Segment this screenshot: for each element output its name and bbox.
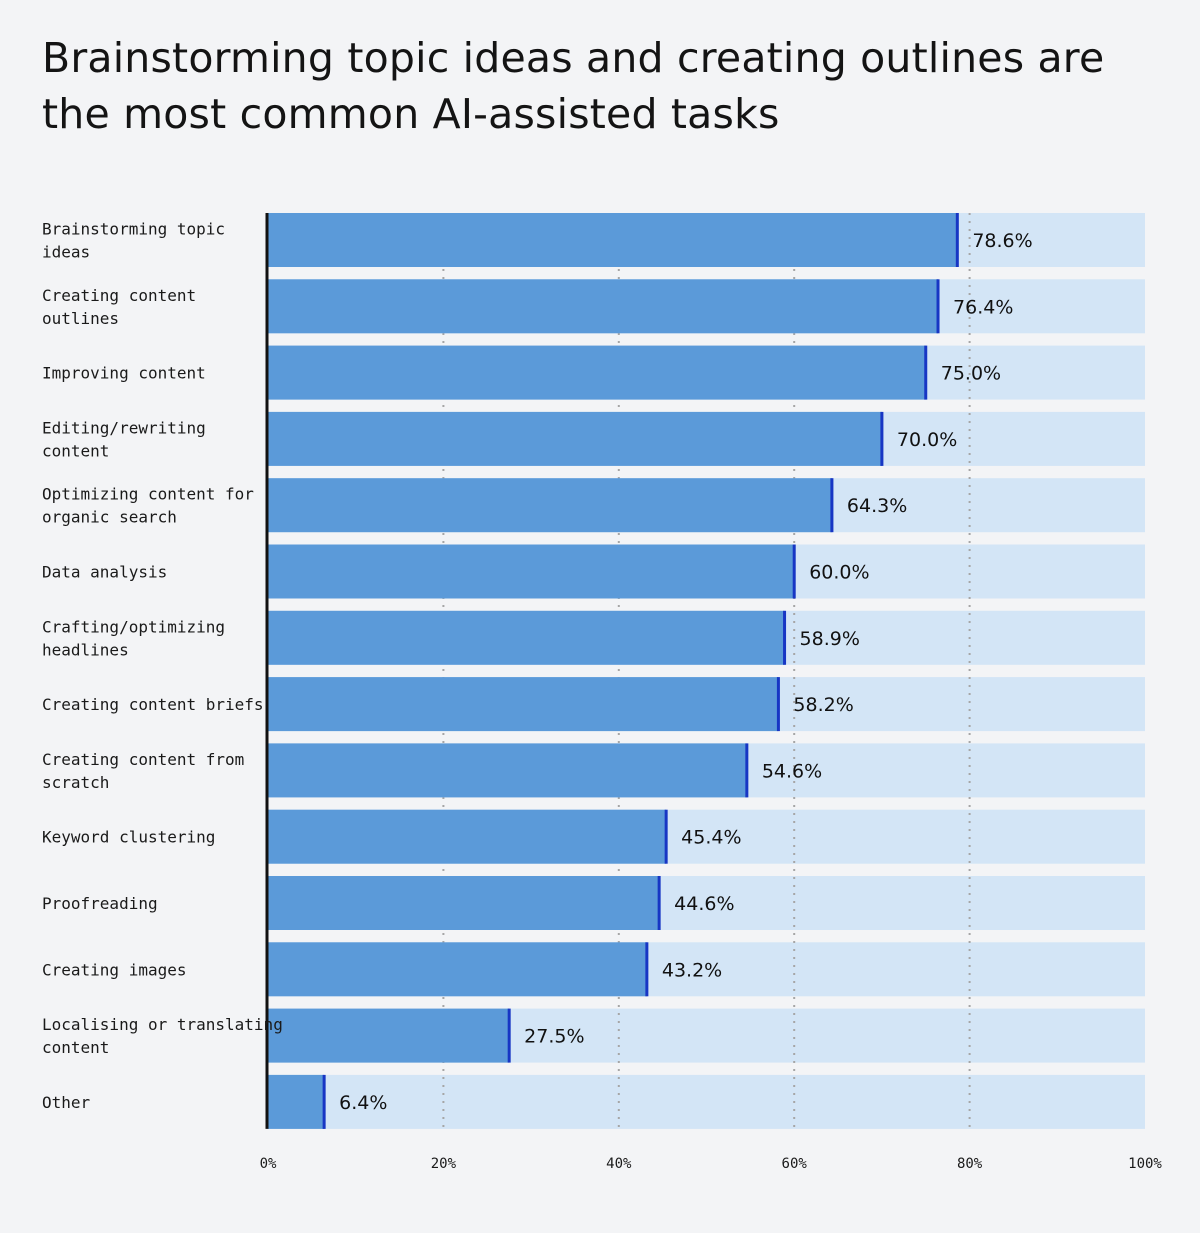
value-labels: 78.6% 76.4% 75.0% 70.0% 64.3% 60.0% 58.9% 58.2%… <box>339 230 1033 1114</box>
category-label: Brainstorming topic ideas <box>42 220 225 262</box>
bar <box>268 809 667 864</box>
bar-end-marker <box>830 478 834 533</box>
value-label: 6.4% <box>339 1092 387 1114</box>
x-tick-label: 20% <box>431 1156 457 1172</box>
bar-end-marker <box>924 345 928 400</box>
bar <box>268 610 785 665</box>
category-label: Creating content outlines <box>42 286 196 328</box>
x-axis-ticks: 0% 20% 40% 60% 80% 100% <box>260 1156 1163 1172</box>
category-label: Creating content briefs <box>42 695 264 714</box>
value-label: 60.0% <box>809 562 869 584</box>
category-label: Other <box>42 1093 91 1112</box>
x-tick-label: 60% <box>782 1156 808 1172</box>
value-label: 70.0% <box>897 429 957 451</box>
x-tick-label: 40% <box>606 1156 632 1172</box>
category-labels: Brainstorming topic ideas Creating content… <box>42 220 283 1112</box>
bar <box>268 743 747 798</box>
bar-end-marker <box>507 1008 511 1063</box>
category-label: Keyword clustering <box>42 828 215 847</box>
value-label: 58.9% <box>800 628 860 650</box>
category-label: Optimizing content for organic search <box>42 485 254 527</box>
bar <box>268 279 939 334</box>
bar-end-marker <box>792 544 796 599</box>
category-label: Creating content from scratch <box>42 750 244 792</box>
value-label: 76.4% <box>953 296 1013 318</box>
bar <box>268 345 926 400</box>
bar-end-marker <box>322 1074 326 1129</box>
chart-title: Brainstorming topic ideas and creating o… <box>42 34 1105 138</box>
bar-end-marker <box>645 942 649 997</box>
x-tick-label: 0% <box>260 1156 277 1172</box>
bar <box>268 942 647 997</box>
value-label: 43.2% <box>662 959 722 981</box>
x-tick-label: 100% <box>1128 1156 1162 1172</box>
bar-end-marker <box>955 213 959 267</box>
x-tick-label: 80% <box>957 1156 983 1172</box>
bar-end-marker <box>745 743 749 798</box>
bar-end-marker <box>664 809 668 864</box>
bar <box>268 544 795 599</box>
bar <box>268 1008 510 1063</box>
value-label: 27.5% <box>524 1026 584 1048</box>
value-label: 75.0% <box>941 363 1001 385</box>
bar-end-marker <box>783 610 787 665</box>
value-label: 78.6% <box>972 230 1032 252</box>
value-label: 54.6% <box>762 760 822 782</box>
bar <box>268 411 882 466</box>
value-label: 45.4% <box>681 827 741 849</box>
bar <box>268 876 660 930</box>
category-label: Proofreading <box>42 894 158 913</box>
value-label: 58.2% <box>793 694 853 716</box>
bar <box>268 677 779 732</box>
bar-end-marker <box>776 677 780 732</box>
bar-end-marker <box>657 876 661 930</box>
category-label: Creating images <box>42 960 187 979</box>
bar-end-marker <box>936 279 940 334</box>
bar <box>268 213 958 267</box>
category-label: Editing/rewriting content <box>42 418 206 460</box>
category-label: Improving content <box>42 364 206 383</box>
bar-track <box>268 1074 1145 1129</box>
category-label: Crafting/optimizing headlines <box>42 617 225 659</box>
bar-end-marker <box>880 411 884 466</box>
value-label: 64.3% <box>847 495 907 517</box>
category-label: Localising or translating content <box>42 1015 283 1057</box>
bar <box>268 1074 325 1129</box>
value-label: 44.6% <box>674 893 734 915</box>
category-label: Data analysis <box>42 563 167 582</box>
bar <box>268 478 832 533</box>
bars <box>268 213 959 1129</box>
